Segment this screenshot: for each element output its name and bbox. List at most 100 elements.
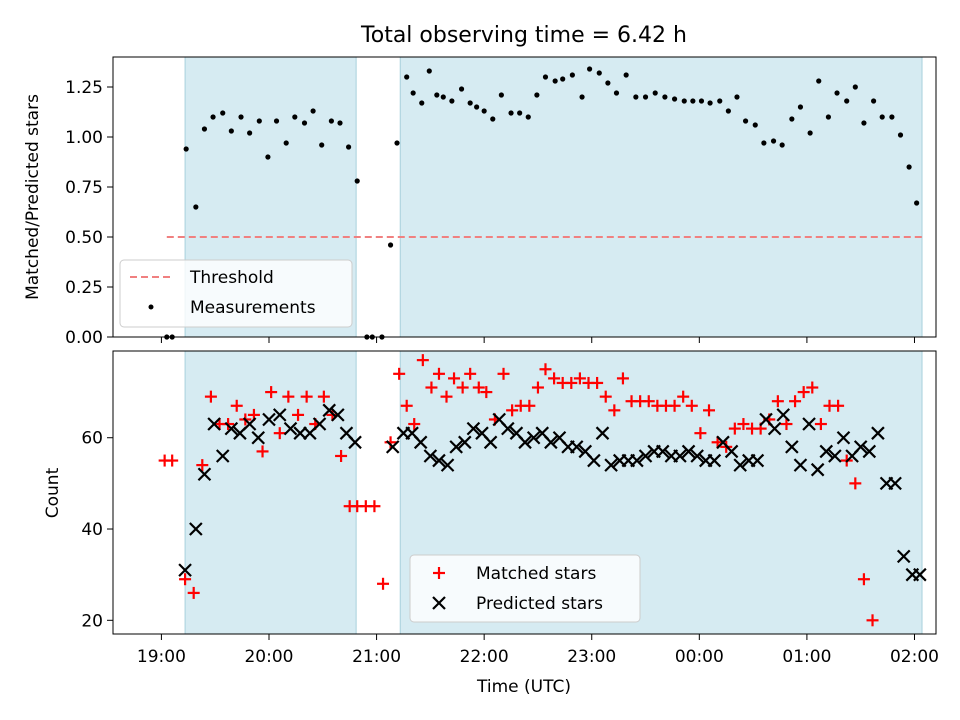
matched-star-point — [728, 422, 741, 435]
predicted-star-point — [630, 453, 644, 468]
predicted-star-mark-b — [655, 444, 670, 459]
predicted-star-point — [197, 467, 212, 482]
predicted-star-mark-b — [733, 458, 747, 472]
predicted-star-mark-b — [819, 444, 834, 459]
matched-star-point — [292, 408, 305, 421]
matched-star-point — [849, 477, 862, 490]
matched-star-point — [166, 454, 179, 467]
measurement-point — [440, 94, 446, 100]
predicted-star-mark-b — [423, 449, 438, 463]
matched-star-point — [335, 449, 348, 462]
x-axis-label: Time (UTC) — [476, 677, 571, 697]
predicted-star-point — [888, 476, 902, 491]
predicted-star-mark-b — [189, 522, 203, 536]
predicted-star-point — [501, 421, 515, 436]
measurement-point — [310, 108, 316, 114]
matched-star-point — [814, 418, 827, 431]
predicted-star-mark-b — [449, 440, 463, 454]
predicted-star-mark-b — [836, 430, 851, 445]
matched-star-point — [456, 381, 469, 394]
predicted-star-mark-b — [440, 458, 455, 472]
measurement-point — [633, 94, 639, 100]
predicted-star-mark-b — [552, 430, 567, 445]
predicted-star-mark-b — [871, 426, 885, 440]
matched-star-point — [448, 372, 461, 385]
bottom-y-axis: 20 40 60 — [81, 429, 113, 631]
matched-star-point — [384, 436, 397, 449]
predicted-star-point — [331, 408, 345, 422]
predicted-star-point — [483, 435, 498, 450]
predicted-star-point — [293, 426, 307, 440]
measurement-point — [906, 164, 912, 170]
top-plot-frame — [112, 56, 937, 338]
predicted-star-mark-b — [690, 449, 704, 463]
predicted-star-point — [312, 417, 327, 431]
measurement-point — [319, 142, 325, 148]
predicted-star-mark-b — [595, 426, 610, 440]
matched-star-point — [616, 372, 629, 385]
measurement-point — [889, 114, 895, 120]
measurement-point — [770, 138, 777, 144]
predicted-star-point — [432, 453, 446, 468]
predicted-star-mark-b — [432, 453, 446, 468]
threshold-legend-label: Threshold — [189, 268, 274, 288]
predicted-star-mark-b — [262, 412, 276, 427]
top-x-ticks — [160, 337, 915, 343]
predicted-star-mark-b — [587, 453, 601, 468]
matched-star-point — [393, 367, 406, 380]
measurement-point — [534, 92, 540, 98]
measurement-point — [897, 132, 904, 138]
top-y-tick-label: 1.25 — [65, 78, 103, 98]
matched-star-point — [300, 390, 313, 403]
predicted-star-point — [262, 412, 276, 427]
matched-star-point — [204, 390, 217, 403]
predicted-star-mark-b — [405, 426, 419, 440]
measurement-point — [508, 110, 514, 116]
predicted-star-mark-b — [207, 417, 221, 431]
predicted-star-mark-b — [413, 435, 428, 450]
measurement-point — [681, 98, 687, 104]
predicted-star-mark-b — [458, 435, 472, 450]
bottom-x-tick-label: 21:00 — [352, 647, 401, 667]
predicted-star-mark-b — [483, 435, 498, 450]
top-shaded-region — [399, 56, 923, 338]
bottom-x-tick-label: 01:00 — [782, 647, 831, 667]
matched-star-point — [472, 381, 485, 394]
predicted-star-mark-b — [385, 440, 400, 454]
measurement-point — [834, 90, 840, 96]
predicted-star-mark-b — [466, 421, 481, 436]
measurement-point — [789, 116, 795, 122]
predicted-star-mark-b — [322, 403, 337, 418]
predicted-star-point — [440, 458, 455, 472]
measurement-point — [761, 140, 767, 146]
matched-star-point — [573, 372, 586, 385]
matched-star-point — [737, 418, 750, 431]
matched-star-point — [668, 399, 681, 412]
measurement-point — [742, 118, 749, 124]
measurement-point — [560, 76, 566, 82]
predicted-star-point — [322, 403, 337, 418]
matched-star-point — [408, 418, 421, 431]
predicted-star-mark-b — [681, 444, 696, 459]
predicted-star-mark-b — [251, 430, 266, 445]
measurement-point — [410, 90, 416, 96]
measurement-point — [517, 110, 523, 116]
measurement-point — [807, 130, 813, 136]
matched-star-point — [806, 381, 819, 394]
measurements-series — [164, 66, 920, 340]
predicted-star-point — [638, 449, 653, 463]
measurements-legend-label: Measurements — [190, 298, 316, 318]
matched-star-point — [771, 395, 784, 408]
bottom-y-axis-label: Count — [43, 467, 63, 518]
matched-star-point — [539, 363, 552, 376]
bottom-x-tick-label: 19:00 — [137, 647, 186, 667]
predicted-star-point — [458, 435, 472, 450]
predicted-star-mark-b — [578, 444, 593, 459]
measurement-point — [328, 118, 334, 124]
bottom-legend-box — [409, 554, 641, 623]
predicted-star-point — [724, 444, 739, 459]
predicted-star-point — [673, 449, 687, 463]
predicted-star-point — [348, 435, 362, 450]
predicted-star-point — [655, 444, 670, 459]
predicted-star-point — [802, 417, 816, 431]
